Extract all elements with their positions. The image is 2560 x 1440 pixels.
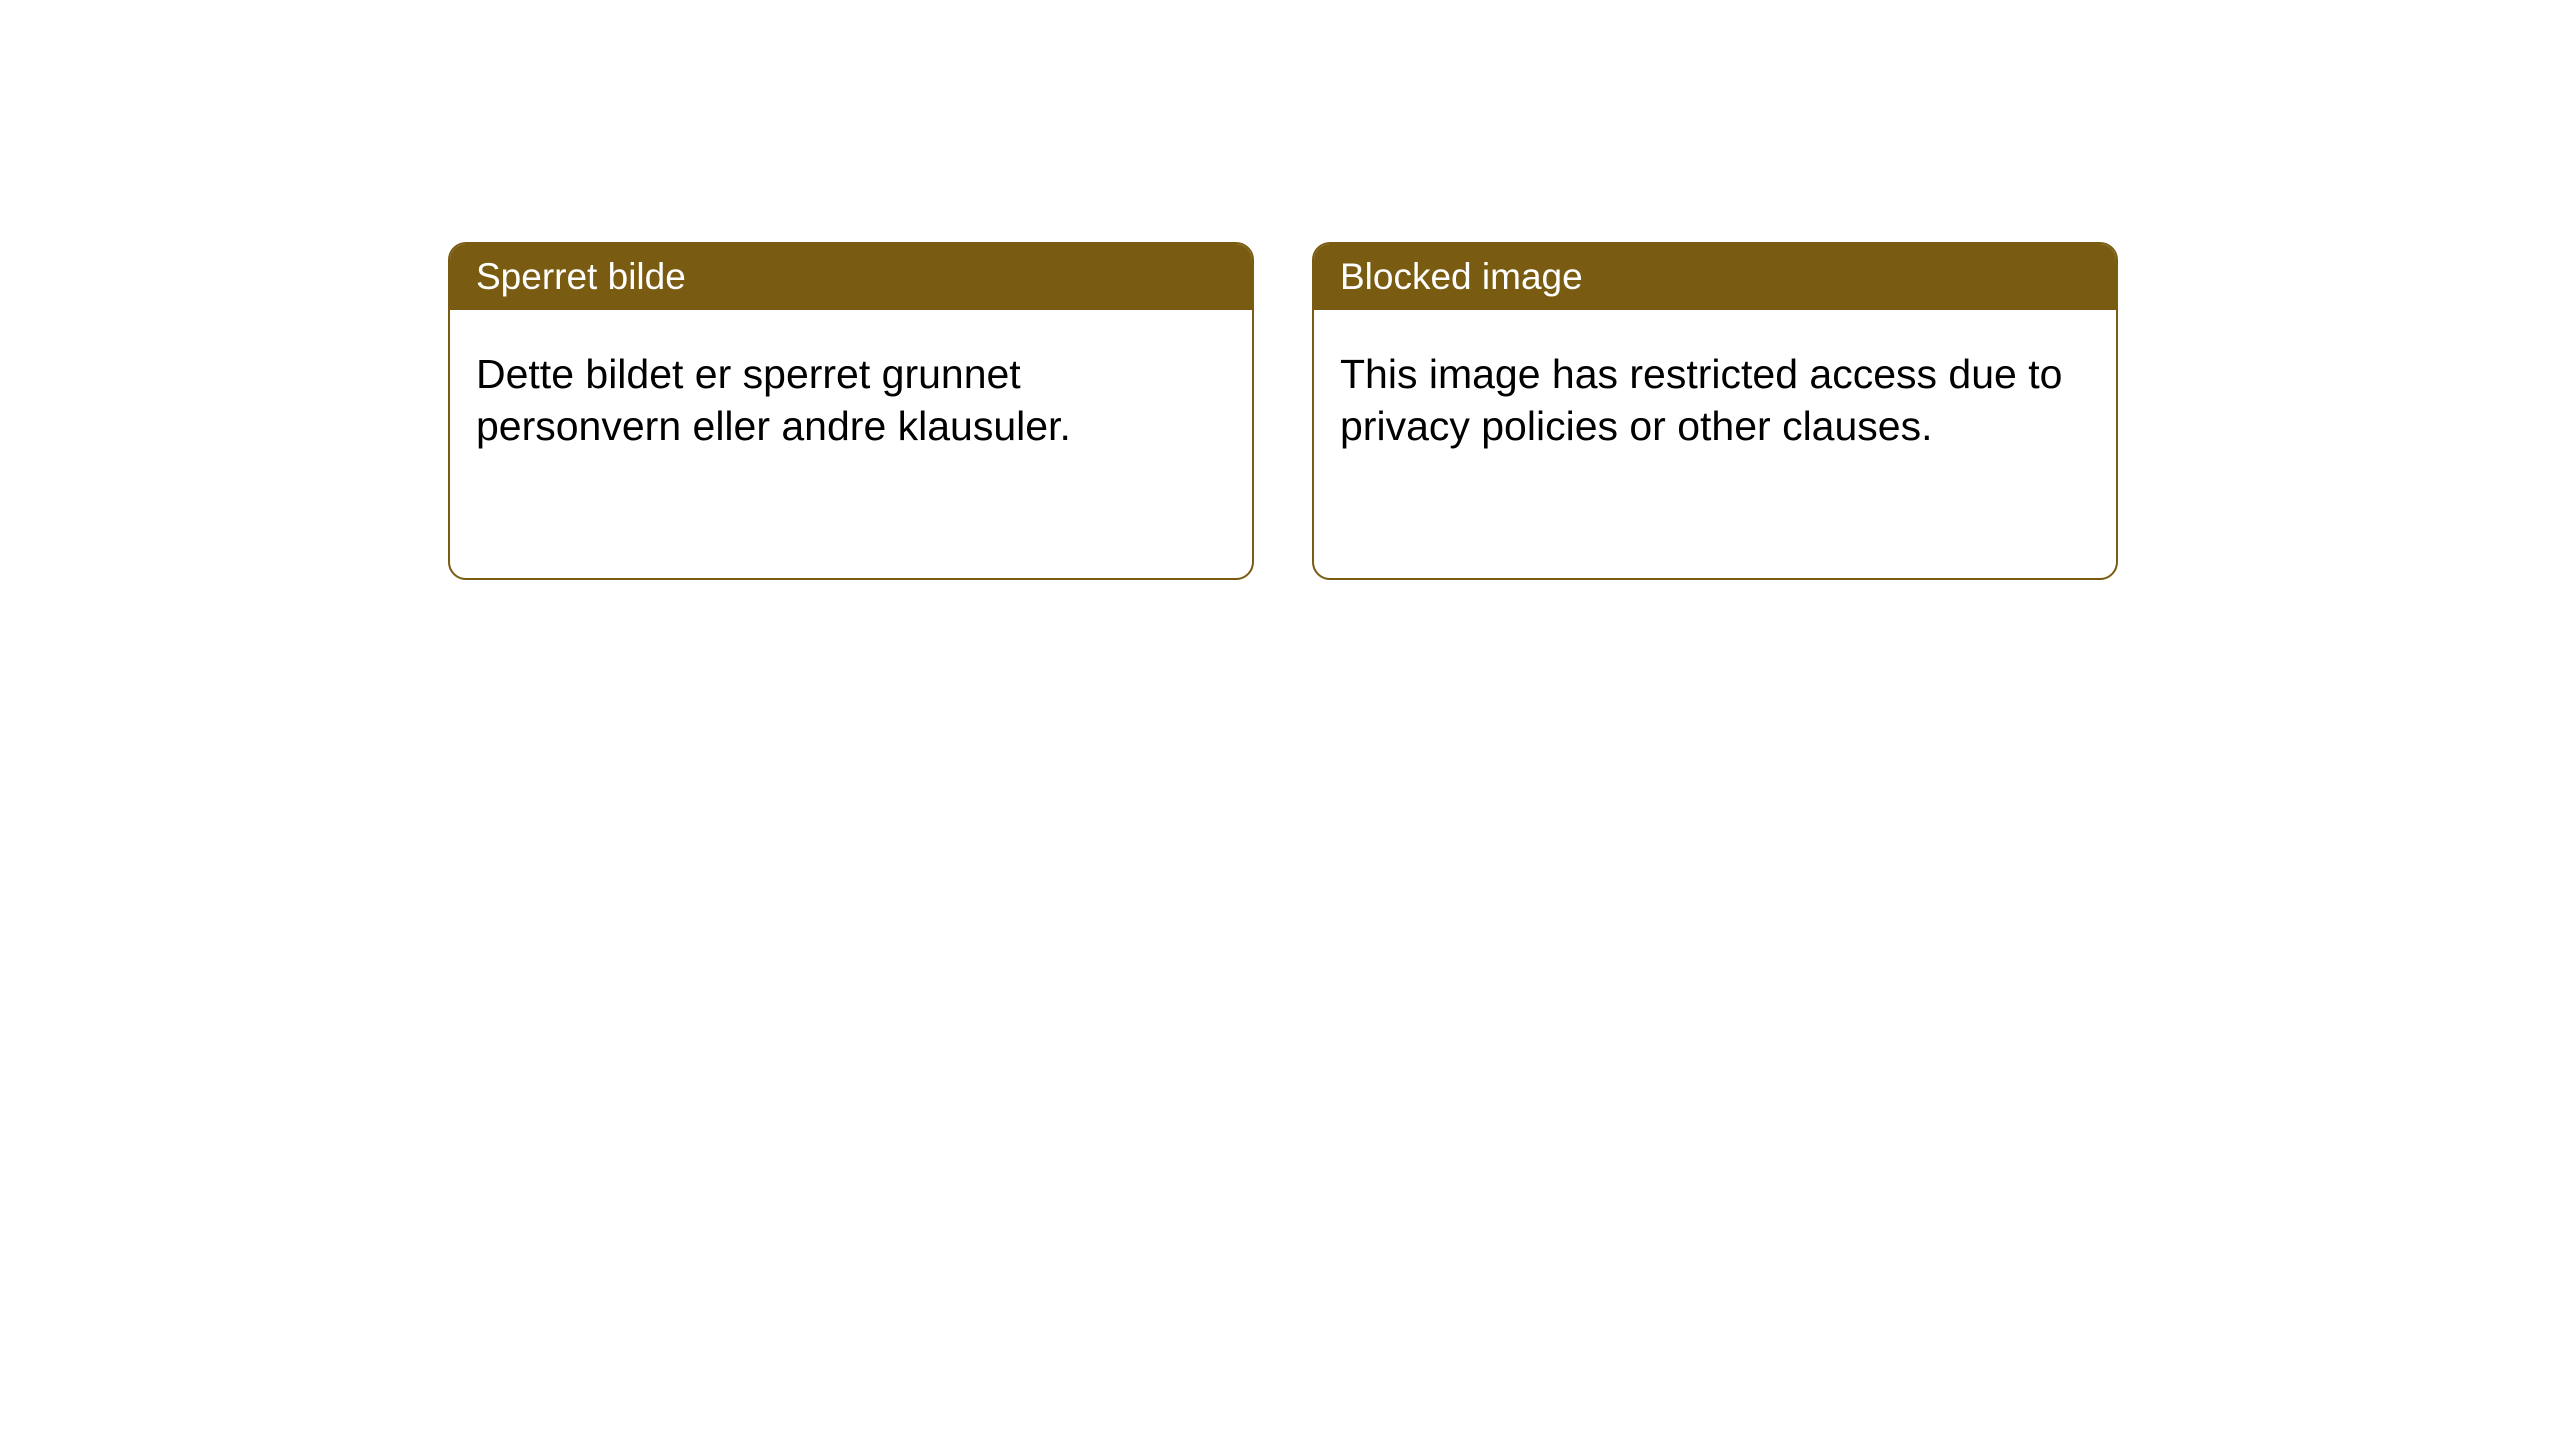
notice-container: Sperret bilde Dette bildet er sperret gr… xyxy=(448,242,2118,580)
notice-header-norwegian: Sperret bilde xyxy=(450,244,1252,310)
notice-header-english: Blocked image xyxy=(1314,244,2116,310)
notice-card-english: Blocked image This image has restricted … xyxy=(1312,242,2118,580)
notice-body-norwegian: Dette bildet er sperret grunnet personve… xyxy=(450,310,1252,578)
notice-card-norwegian: Sperret bilde Dette bildet er sperret gr… xyxy=(448,242,1254,580)
notice-body-english: This image has restricted access due to … xyxy=(1314,310,2116,578)
